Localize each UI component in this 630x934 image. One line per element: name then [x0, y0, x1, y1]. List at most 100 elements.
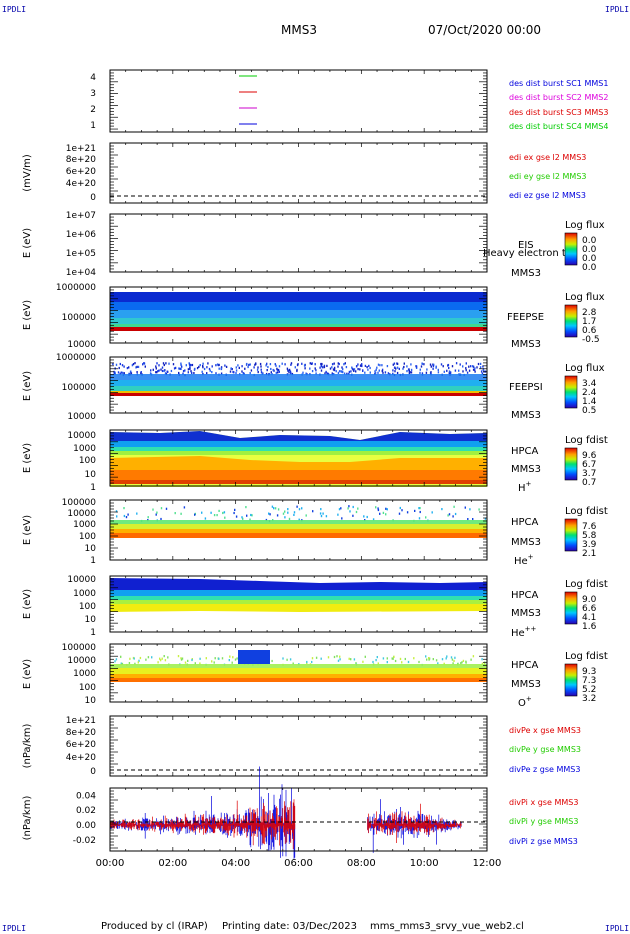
- speckle-dot: [290, 363, 292, 366]
- speckle-dot: [268, 512, 270, 515]
- panel-hpca-he: 100000 10000 1000 100 10 1 E (eV) HPCA M…: [22, 498, 608, 567]
- speckle-dot: [235, 366, 237, 369]
- speckle-dot: [386, 508, 388, 511]
- speckle-dot: [215, 364, 217, 367]
- speckle-dot: [449, 372, 452, 375]
- legend-entry: divPe z gse MMS3: [509, 765, 580, 774]
- speckle-dot: [194, 513, 196, 516]
- speckle-dot: [163, 655, 165, 658]
- speckle-dot: [395, 367, 397, 370]
- speckle-dot: [341, 366, 343, 369]
- speckle-dot: [311, 370, 314, 373]
- colorbar-tick: 0.0: [582, 236, 597, 246]
- speckle-dot: [205, 657, 207, 660]
- speckle-dot: [351, 366, 353, 369]
- speckle-dot: [179, 367, 181, 370]
- speckle-dot: [421, 362, 424, 365]
- speckle-dot: [353, 368, 356, 371]
- speckle-dot: [425, 516, 427, 519]
- instrument-label: FEEPSI: [509, 382, 543, 393]
- speckle-dot: [256, 368, 259, 371]
- speckle-dot: [257, 371, 259, 374]
- speckle-dot: [120, 371, 122, 374]
- speckle-dot: [353, 658, 356, 661]
- speckle-dot: [374, 371, 377, 374]
- speckle-dot: [348, 505, 350, 508]
- speckle-dot: [165, 507, 168, 510]
- speckle-dot: [462, 659, 465, 662]
- speckle-dot: [406, 365, 408, 368]
- speckle-dot: [350, 658, 352, 661]
- y-tick-label: 0: [90, 767, 96, 777]
- speckle-dot: [382, 657, 385, 660]
- speckle-dot: [404, 657, 406, 661]
- speckle-dot: [229, 655, 231, 658]
- speckle-dot: [199, 364, 201, 367]
- speckle-dot: [115, 510, 118, 513]
- spectrogram-band: [110, 374, 487, 380]
- spectrogram-band: [110, 600, 487, 604]
- speckle-dot: [333, 368, 336, 371]
- speckle-dot: [468, 365, 470, 368]
- speckle-dot: [409, 371, 411, 374]
- speckle-dot: [298, 518, 300, 521]
- speckle-dot: [230, 367, 232, 370]
- speckle-dot: [420, 365, 423, 368]
- speckle-dot: [426, 368, 428, 371]
- speckle-dot: [393, 366, 396, 369]
- speckle-dot: [243, 372, 245, 375]
- speckle-dot: [174, 512, 176, 515]
- speckle-dot: [357, 363, 359, 366]
- speckle-dot: [407, 368, 410, 371]
- colorbar-tick: 0.0: [582, 263, 597, 273]
- speckle-dot: [193, 372, 195, 375]
- speckle-dot: [284, 363, 286, 366]
- speckle-dot: [441, 658, 444, 661]
- speckle-dot: [155, 371, 157, 374]
- y-tick-label: 4e+20: [66, 179, 97, 189]
- colorbar: [564, 518, 578, 552]
- speckle-dot: [234, 658, 237, 661]
- speckle-dot: [454, 369, 457, 372]
- speckle-dot: [337, 659, 340, 662]
- speckle-dot: [350, 370, 352, 373]
- colorbar: [564, 447, 578, 481]
- speckle-dot: [419, 507, 421, 510]
- speckle-dot: [432, 367, 434, 370]
- speckle-dot: [368, 364, 370, 367]
- speckle-dot: [447, 514, 449, 517]
- speckle-dot: [274, 363, 276, 366]
- speckle-dot: [352, 505, 354, 509]
- speckle-dot: [386, 661, 388, 664]
- species-name: He: [511, 628, 525, 639]
- speckle-dot: [143, 362, 145, 365]
- speckle-dot: [222, 511, 224, 515]
- speckle-dot: [319, 512, 322, 515]
- instrument-label: EIS: [518, 240, 534, 251]
- corner-label-top-left: IPDLI: [2, 5, 26, 14]
- speckle-dot: [331, 366, 333, 369]
- speckle-dot: [377, 508, 380, 512]
- colorbar-tick: 5.8: [582, 531, 597, 541]
- speckle-dot: [128, 662, 131, 665]
- speckle-dot: [472, 368, 475, 371]
- speckle-dot: [315, 369, 317, 372]
- speckle-dot: [160, 368, 162, 371]
- speckle-dot: [190, 364, 192, 367]
- speckle-dot: [284, 510, 286, 513]
- legend-entry: des dist burst SC2 MMS2: [509, 93, 608, 102]
- speckle-dot: [357, 507, 359, 510]
- spectrogram-band: [110, 318, 487, 324]
- colorbar-tick: 5.2: [582, 685, 596, 695]
- speckle-dot: [181, 657, 184, 660]
- y-tick-label: 10: [85, 615, 97, 625]
- spectrogram-band: [110, 604, 487, 612]
- speckle-dot: [314, 367, 316, 370]
- colorbar-tick: 6.7: [582, 460, 596, 470]
- speckle-dot: [336, 655, 338, 658]
- speckle-dot: [377, 363, 380, 366]
- spectrogram-band: [110, 451, 487, 455]
- speckle-dot: [218, 509, 220, 512]
- speckle-dot: [451, 658, 454, 661]
- spectrogram-band: [110, 456, 487, 470]
